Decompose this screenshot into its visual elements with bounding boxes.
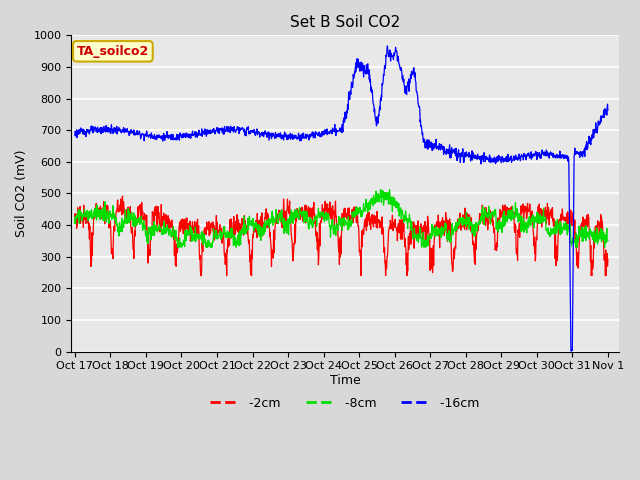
Legend:  -2cm,  -8cm,  -16cm: -2cm, -8cm, -16cm bbox=[205, 392, 484, 415]
Text: TA_soilco2: TA_soilco2 bbox=[77, 45, 149, 58]
X-axis label: Time: Time bbox=[330, 374, 360, 387]
Title: Set B Soil CO2: Set B Soil CO2 bbox=[290, 15, 400, 30]
Y-axis label: Soil CO2 (mV): Soil CO2 (mV) bbox=[15, 150, 28, 237]
